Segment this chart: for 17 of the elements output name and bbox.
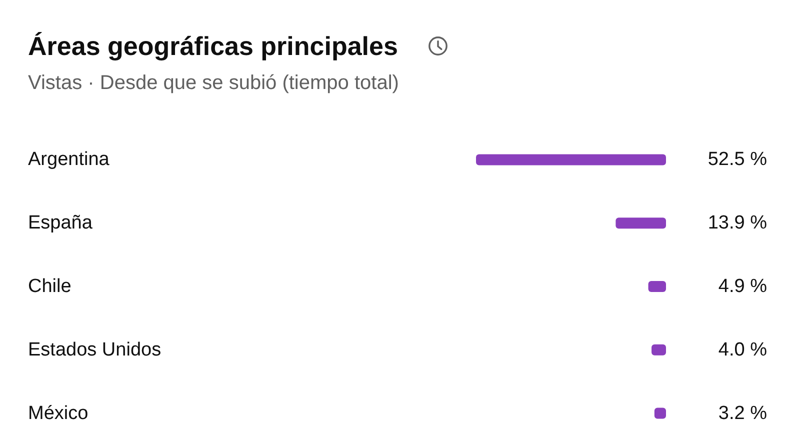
data-label: 13.9 % <box>708 212 768 234</box>
bar <box>654 408 666 419</box>
y-tick-label: España <box>28 212 93 234</box>
bar <box>652 344 666 356</box>
bar <box>616 218 666 229</box>
bar <box>648 281 666 292</box>
data-label: 3.2 % <box>718 402 768 424</box>
text: Áreas geográficas principales <box>28 31 398 61</box>
data-label: 4.9 % <box>718 276 768 297</box>
y-tick-label: Argentina <box>28 149 110 170</box>
data-label: 4.0 % <box>718 339 768 360</box>
y-tick-label: Chile <box>28 276 72 297</box>
data-label: 52.5 % <box>708 149 768 170</box>
bar <box>476 154 666 166</box>
y-tick-label: Estados Unidos <box>28 339 162 360</box>
y-tick-label: México <box>28 402 88 424</box>
text: Vistas · Desde que se subió (tiempo total) <box>28 72 399 94</box>
